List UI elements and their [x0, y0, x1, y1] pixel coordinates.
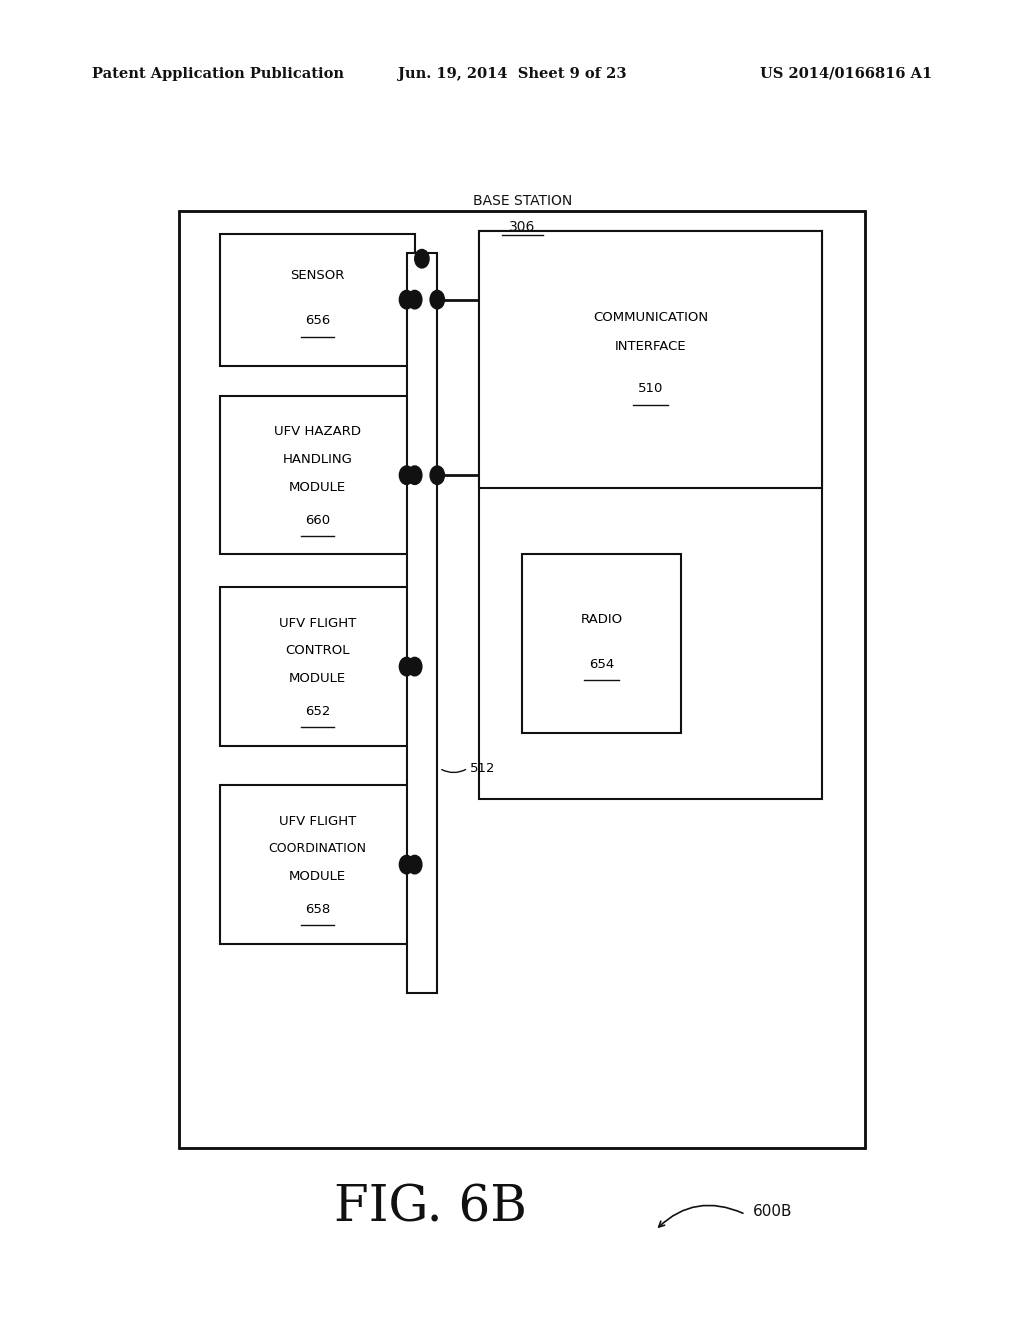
Circle shape	[399, 657, 414, 676]
Text: CONTROL: CONTROL	[286, 644, 349, 657]
Text: 654: 654	[589, 659, 614, 671]
Text: INTERFACE: INTERFACE	[615, 341, 686, 352]
FancyBboxPatch shape	[220, 587, 415, 746]
FancyBboxPatch shape	[220, 396, 415, 554]
Circle shape	[408, 290, 422, 309]
Text: BASE STATION: BASE STATION	[473, 194, 571, 207]
Circle shape	[430, 290, 444, 309]
Text: COMMUNICATION: COMMUNICATION	[593, 312, 709, 323]
Text: MODULE: MODULE	[289, 672, 346, 685]
Text: SENSOR: SENSOR	[290, 269, 345, 282]
Text: Patent Application Publication: Patent Application Publication	[92, 67, 344, 81]
Text: UFV HAZARD: UFV HAZARD	[274, 425, 360, 438]
Text: RADIO: RADIO	[581, 614, 623, 626]
Circle shape	[408, 657, 422, 676]
Text: 306: 306	[509, 220, 536, 234]
Circle shape	[430, 466, 444, 484]
FancyBboxPatch shape	[407, 253, 437, 993]
Circle shape	[399, 855, 414, 874]
Circle shape	[408, 855, 422, 874]
Circle shape	[399, 290, 414, 309]
Text: 660: 660	[305, 513, 330, 527]
Text: 652: 652	[305, 705, 330, 718]
Text: MODULE: MODULE	[289, 870, 346, 883]
Text: 658: 658	[305, 903, 330, 916]
Text: COORDINATION: COORDINATION	[268, 842, 367, 855]
Text: US 2014/0166816 A1: US 2014/0166816 A1	[760, 67, 932, 81]
Text: Jun. 19, 2014  Sheet 9 of 23: Jun. 19, 2014 Sheet 9 of 23	[397, 67, 627, 81]
Text: 600B: 600B	[753, 1204, 793, 1220]
FancyBboxPatch shape	[522, 554, 681, 733]
FancyBboxPatch shape	[220, 234, 415, 366]
Text: UFV FLIGHT: UFV FLIGHT	[279, 616, 356, 630]
Circle shape	[408, 466, 422, 484]
FancyBboxPatch shape	[220, 785, 415, 944]
Text: UFV FLIGHT: UFV FLIGHT	[279, 814, 356, 828]
FancyBboxPatch shape	[479, 231, 822, 799]
Text: 512: 512	[470, 762, 496, 775]
FancyBboxPatch shape	[179, 211, 865, 1148]
Text: FIG. 6B: FIG. 6B	[334, 1183, 526, 1233]
Text: MODULE: MODULE	[289, 480, 346, 494]
Circle shape	[399, 466, 414, 484]
Text: 510: 510	[638, 383, 664, 395]
Circle shape	[415, 249, 429, 268]
FancyBboxPatch shape	[479, 231, 822, 488]
Text: 656: 656	[305, 314, 330, 327]
Text: HANDLING: HANDLING	[283, 453, 352, 466]
